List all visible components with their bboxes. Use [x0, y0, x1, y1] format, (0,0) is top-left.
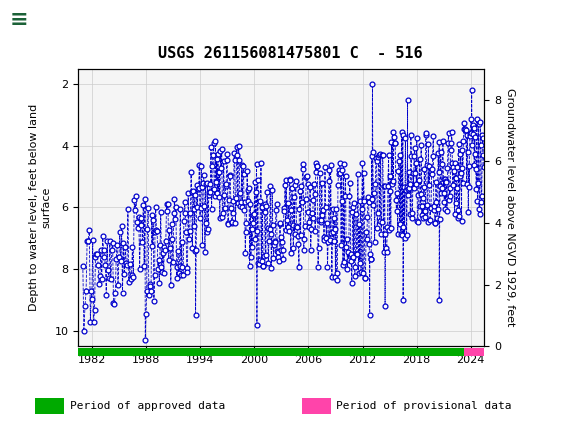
Bar — [463, 347, 484, 357]
Bar — [302, 398, 331, 414]
Y-axis label: Groundwater level above NGVD 1929, feet: Groundwater level above NGVD 1929, feet — [505, 88, 515, 327]
Bar — [5, 5, 73, 36]
Bar — [35, 398, 64, 414]
Y-axis label: Depth to water level, feet below land
surface: Depth to water level, feet below land su… — [30, 104, 52, 311]
Text: USGS 261156081475801 C  - 516: USGS 261156081475801 C - 516 — [158, 46, 422, 61]
Text: Period of provisional data: Period of provisional data — [336, 401, 512, 411]
Text: ≡: ≡ — [10, 10, 28, 31]
Text: USGS: USGS — [26, 11, 86, 30]
Text: Period of approved data: Period of approved data — [70, 401, 225, 411]
